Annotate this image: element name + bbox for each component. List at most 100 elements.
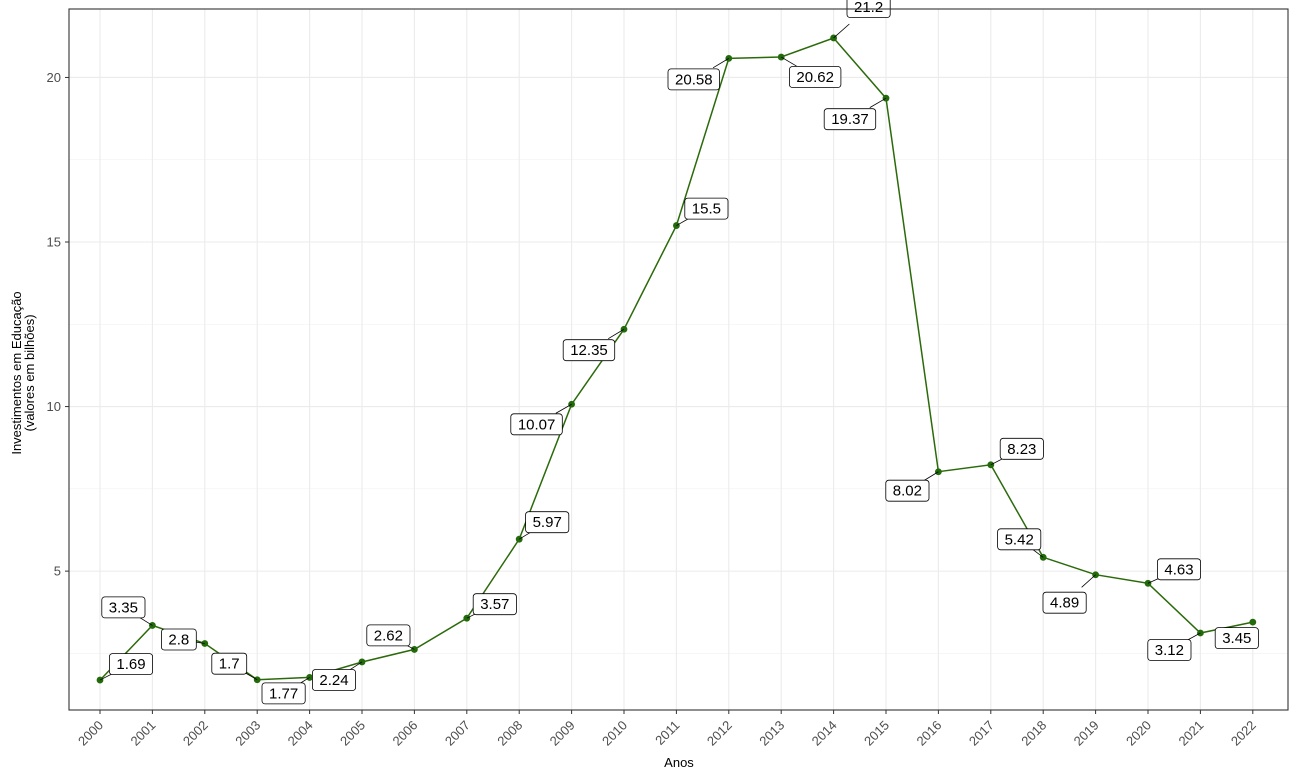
x-tick-label: 2012 — [704, 718, 735, 749]
label-connector — [1081, 574, 1096, 588]
data-label-box — [525, 511, 570, 534]
data-label-2006: 2.62 — [366, 624, 411, 647]
data-point-2002 — [201, 640, 209, 647]
x-tick-label: 2011 — [652, 718, 682, 748]
data-label-2003: 1.7 — [211, 652, 248, 675]
data-label-text: 19.37 — [831, 111, 869, 128]
data-label-text: 21.2 — [854, 0, 883, 16]
data-label-box — [667, 68, 720, 91]
data-label-box — [211, 652, 248, 675]
data-label-2004: 1.77 — [261, 682, 306, 705]
label-connector — [869, 97, 887, 108]
grid-lines — [69, 9, 1288, 710]
data-label-2012: 20.58 — [667, 68, 720, 91]
data-label-2017: 8.23 — [999, 437, 1044, 460]
data-label-box — [261, 682, 306, 705]
label-connector — [555, 403, 572, 414]
data-label-text: 2.62 — [374, 627, 403, 644]
x-tick-label: 2009 — [547, 718, 578, 749]
label-connector — [833, 23, 850, 39]
data-label-2002: 2.8 — [160, 628, 197, 651]
data-label-text: 5.97 — [533, 514, 562, 531]
data-point-2022 — [1249, 618, 1257, 626]
data-label-box — [1157, 558, 1202, 581]
data-label-box — [101, 596, 146, 619]
data-label-box — [823, 108, 877, 131]
x-tick-label: 2015 — [861, 718, 892, 749]
data-point-2011 — [673, 222, 680, 229]
data-label-2009: 10.07 — [510, 413, 563, 436]
y-axis-title-line-1: Investimentos em Educação — [9, 291, 24, 454]
data-label-2013: 20.62 — [789, 66, 842, 88]
x-tick-label: 2007 — [442, 718, 473, 749]
data-label-2011: 15.5 — [684, 197, 729, 220]
data-label-2020: 4.63 — [1157, 558, 1202, 581]
axes: 5 10 15 20 2000 2001 2002 2003 2004 2005 2006 2007 2… — [47, 8, 1289, 749]
label-connector — [712, 58, 730, 69]
data-point-2017 — [987, 461, 995, 469]
data-label-box — [789, 66, 842, 88]
data-label-2008: 5.97 — [525, 511, 570, 534]
data-label-box — [1147, 639, 1192, 661]
data-label-text: 8.23 — [1007, 441, 1036, 458]
data-point-2021 — [1197, 629, 1204, 637]
x-tick-label: 2022 — [1228, 718, 1259, 749]
y-tick-label: 5 — [54, 564, 61, 579]
data-label-text: 2.8 — [168, 632, 189, 649]
label-connector — [924, 471, 939, 481]
y-tick-label: 20 — [47, 70, 61, 85]
y-tick-label: 15 — [47, 235, 61, 250]
data-label-text: 3.57 — [480, 596, 509, 613]
data-label-text: 3.12 — [1155, 642, 1184, 659]
data-label-2001: 3.35 — [101, 596, 146, 619]
label-connector — [608, 328, 625, 340]
data-label-2000: 1.69 — [109, 653, 154, 675]
x-tick-label: 2013 — [756, 718, 787, 749]
data-label-text: 20.62 — [796, 69, 834, 86]
data-label-text: 1.69 — [116, 656, 145, 673]
x-tick-label: 2017 — [966, 718, 997, 749]
x-tick-label: 2010 — [599, 718, 630, 749]
data-label-2016: 8.02 — [885, 479, 930, 502]
data-label-text: 15.5 — [692, 201, 721, 218]
data-label-box — [562, 339, 616, 362]
data-label-text: 12.35 — [570, 342, 608, 359]
data-label-text: 1.7 — [219, 656, 240, 673]
x-tick-label: 2014 — [809, 718, 840, 749]
data-label-box — [109, 653, 154, 675]
data-label-2021: 3.12 — [1147, 639, 1192, 661]
data-label-2005: 2.24 — [311, 669, 356, 691]
data-label-2022: 3.45 — [1214, 627, 1259, 649]
x-tick-label: 2003 — [232, 718, 263, 749]
data-point-2005 — [358, 658, 366, 666]
data-label-box — [366, 624, 411, 647]
x-axis-title: Anos — [664, 755, 694, 770]
data-label-box — [472, 593, 517, 616]
data-label-2015: 19.37 — [823, 108, 877, 131]
x-tick-label: 2001 — [127, 718, 158, 749]
x-tick-label: 2000 — [75, 718, 106, 749]
data-label-text: 3.35 — [109, 599, 138, 616]
data-label-text: 3.45 — [1222, 630, 1251, 647]
data-label-box — [684, 197, 729, 220]
panel-border — [68, 8, 1289, 711]
data-label-box — [997, 528, 1042, 551]
x-tick-label: 2006 — [389, 718, 420, 749]
data-label-text: 20.58 — [675, 71, 713, 88]
data-label-box — [1042, 591, 1087, 614]
data-label-text: 5.42 — [1005, 531, 1034, 548]
data-labels: 1.69 3.35 2.8 1.7 1.77 2.24 2.62 3.57 5.97 10.07 1… — [99, 0, 1259, 705]
label-connector — [1032, 548, 1044, 558]
y-axis-title-line-2: (valores em bilhões) — [22, 314, 37, 431]
data-label-text: 2.24 — [319, 672, 348, 689]
x-tick-label: 2020 — [1123, 718, 1154, 749]
data-label-text: 1.77 — [269, 685, 298, 702]
label-connector — [349, 661, 363, 671]
y-tick-label: 10 — [47, 399, 61, 414]
label-connector — [780, 56, 797, 67]
data-label-box — [160, 628, 197, 651]
data-label-text: 10.07 — [518, 416, 556, 433]
x-tick-label: 2005 — [337, 718, 368, 749]
data-point-2008 — [515, 535, 523, 543]
